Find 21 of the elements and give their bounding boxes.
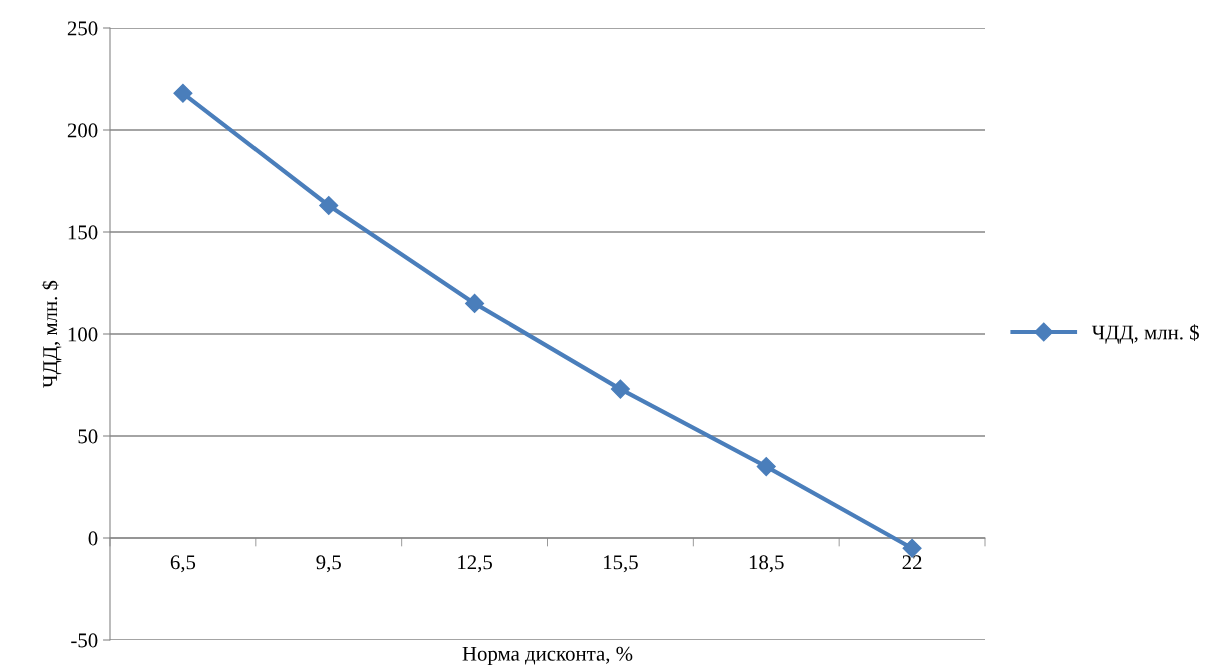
point xyxy=(610,379,630,399)
y-tick-label: 0 xyxy=(88,531,98,546)
point xyxy=(319,195,339,216)
y-tick-label: -50 xyxy=(71,633,98,648)
x-tick-label: 18,5 xyxy=(749,555,784,573)
point xyxy=(465,293,485,313)
y-tick-label: 250 xyxy=(67,21,98,36)
x-tick-label: 15,5 xyxy=(604,555,638,573)
point xyxy=(756,457,776,477)
x-tick-label: 9,5 xyxy=(316,555,341,573)
x-tick-label: 22 xyxy=(902,555,922,570)
y-tick-label: 200 xyxy=(67,123,98,138)
y-tick-label: 100 xyxy=(68,327,98,342)
x-tick-label: 6,5 xyxy=(170,555,196,573)
x-tick-label: 12,5 xyxy=(458,555,492,573)
y-tick-label: 50 xyxy=(78,429,98,444)
y-tick-label: 150 xyxy=(68,225,98,240)
legend-label: ЧДД, млн. $ xyxy=(1091,324,1199,344)
y-axis-title: ЧДД, млн. $ xyxy=(41,280,62,388)
point xyxy=(173,83,193,103)
x-axis-title: Норма дисконта, % xyxy=(462,646,633,666)
